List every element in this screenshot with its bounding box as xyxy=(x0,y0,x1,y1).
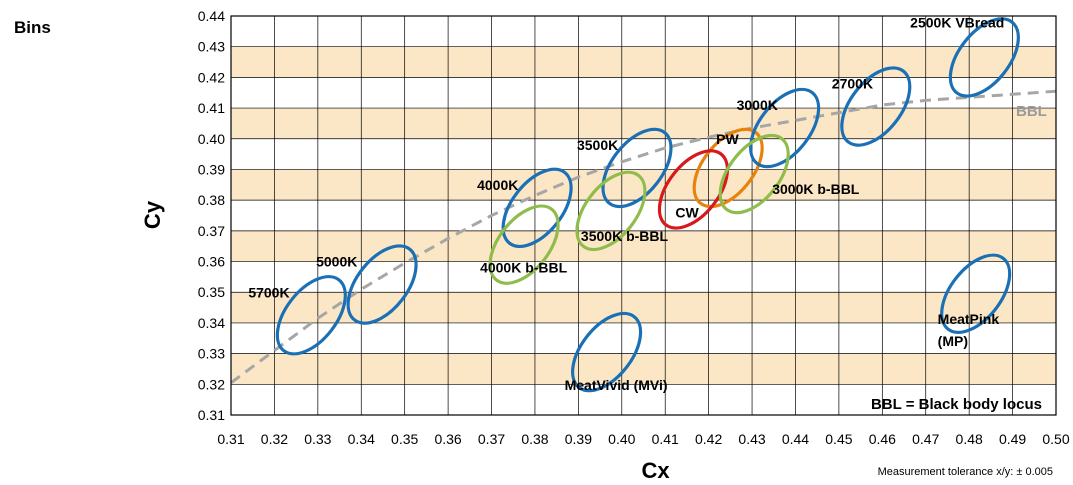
plot-border xyxy=(230,15,1057,416)
bin-ellipse xyxy=(575,170,647,252)
x-tick-label: 0.49 xyxy=(999,431,1026,447)
bbl-curve-layer xyxy=(230,89,1057,385)
y-axis-title: Cy xyxy=(140,200,165,229)
y-tick-label: 0.38 xyxy=(198,192,225,208)
x-tick-label: 0.34 xyxy=(348,431,375,447)
band-stripe xyxy=(231,46,1056,78)
x-tick-label: 0.33 xyxy=(304,431,331,447)
y-tick-label: 0.37 xyxy=(198,223,225,239)
y-tick-label: 0.44 xyxy=(198,8,225,24)
bin-label: 3500K xyxy=(577,137,618,153)
x-tick-label: 0.45 xyxy=(825,431,852,447)
bin-label: 4000K xyxy=(477,177,518,193)
x-tick-label: 0.46 xyxy=(869,431,896,447)
x-tick-label: 0.47 xyxy=(912,431,939,447)
bbl-curve-label: BBL xyxy=(1016,103,1047,120)
x-axis-title: Cx xyxy=(641,458,670,483)
bin-ellipse xyxy=(601,127,673,209)
y-tick-label: 0.33 xyxy=(198,346,225,362)
bin-label: MeatVivid (MVi) xyxy=(565,377,668,393)
bins-title: Bins xyxy=(14,18,51,37)
bin-label: 2500K VBread xyxy=(910,14,1004,30)
x-tick-label: 0.38 xyxy=(521,431,548,447)
x-tick-label: 0.41 xyxy=(652,431,679,447)
x-tick-label: 0.31 xyxy=(217,431,244,447)
bin-label: 3500K b-BBL xyxy=(581,228,669,244)
bin-label-layer: 5700K 5000K 4000K 4000K b-BBL 3500K 3500K b-B… xyxy=(248,14,1004,393)
band-layer xyxy=(231,46,1056,385)
bin-ellipse xyxy=(940,253,1012,334)
y-tick-label: 0.36 xyxy=(198,254,225,270)
bin-ellipse-layer xyxy=(275,17,1020,393)
x-tick-label: 0.40 xyxy=(608,431,635,447)
bbl-curve-line xyxy=(230,89,1057,385)
bin-ellipse xyxy=(718,133,790,215)
x-tick-label: 0.44 xyxy=(782,431,809,447)
bbl-annotation: BBL = Black body locus xyxy=(871,396,1042,413)
y-tick-label: 0.34 xyxy=(198,315,225,331)
band-stripe xyxy=(231,108,1056,139)
x-tick-label: 0.39 xyxy=(565,431,592,447)
bin-ellipse xyxy=(948,17,1020,98)
x-tick-label: 0.48 xyxy=(956,431,983,447)
tolerance-note: Measurement tolerance x/y: ± 0.005 xyxy=(877,466,1053,478)
bin-label: 5700K xyxy=(248,284,289,300)
bin-label: PW xyxy=(716,131,739,147)
bin-ellipse xyxy=(275,275,347,356)
bin-label: MeatPink xyxy=(938,311,1000,327)
bin-label: 3000K b-BBL xyxy=(772,181,860,197)
bin-label: 5000K xyxy=(316,254,357,270)
bin-ellipse xyxy=(749,87,821,169)
band-stripe xyxy=(231,292,1056,323)
x-tick-label: 0.35 xyxy=(391,431,418,447)
bin-label: CW xyxy=(675,204,699,220)
tick-layer: 0.31 0.32 0.33 0.34 0.35 0.36 0.37 0.38 0.39 0.40… xyxy=(198,8,1070,447)
bin-ellipse xyxy=(840,66,912,147)
bin-label: 2700K xyxy=(832,76,873,92)
y-tick-label: 0.41 xyxy=(198,100,225,116)
grid-layer xyxy=(230,15,1057,416)
bin-ellipse xyxy=(346,244,418,325)
bin-ellipse xyxy=(571,311,643,393)
x-tick-label: 0.37 xyxy=(478,431,505,447)
y-tick-label: 0.35 xyxy=(198,284,225,300)
x-tick-label: 0.36 xyxy=(434,431,461,447)
bin-label: 3000K xyxy=(737,97,778,113)
y-tick-label: 0.39 xyxy=(198,161,225,177)
bin-ellipse xyxy=(488,204,560,285)
bin-label: 4000K b-BBL xyxy=(480,260,568,276)
band-stripe xyxy=(231,230,1056,262)
band-stripe xyxy=(231,353,1056,385)
y-tick-label: 0.40 xyxy=(198,131,225,147)
y-tick-label: 0.43 xyxy=(198,39,225,55)
y-tick-label: 0.42 xyxy=(198,69,225,85)
x-tick-label: 0.32 xyxy=(261,431,288,447)
bin-label-line2: (MP) xyxy=(938,333,968,349)
y-tick-label: 0.32 xyxy=(198,376,225,392)
bin-ellipse xyxy=(692,127,764,209)
x-tick-label: 0.50 xyxy=(1042,431,1069,447)
bin-ellipse xyxy=(657,149,729,230)
x-tick-label: 0.43 xyxy=(738,431,765,447)
x-tick-label: 0.42 xyxy=(695,431,722,447)
y-tick-label: 0.31 xyxy=(198,407,225,423)
